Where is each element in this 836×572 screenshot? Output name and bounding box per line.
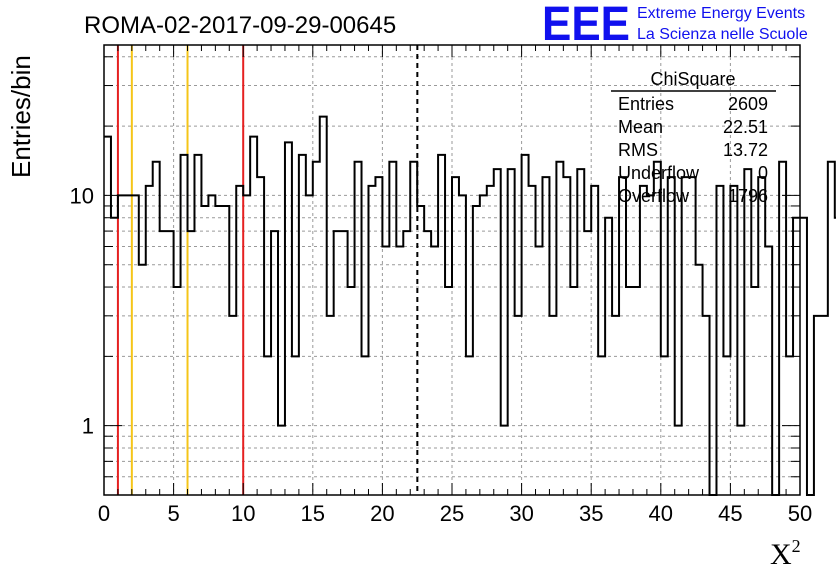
stats-row-label: Overflow	[618, 186, 690, 206]
x-tick-labels: 0 5 10 15 20 25 30 35 40 45 50	[98, 501, 812, 526]
x-axis-label-base: X	[770, 538, 792, 571]
y-tick-label: 1	[82, 414, 94, 439]
stats-row-value: 2609	[728, 94, 768, 114]
stats-title: ChiSquare	[650, 69, 735, 89]
stats-row-label: Entries	[618, 94, 674, 114]
stats-row-label: RMS	[618, 140, 658, 160]
eee-logo-line1: Extreme Energy Events	[637, 5, 805, 22]
eee-logo: EEE Extreme Energy Events La Scienza nel…	[542, 0, 808, 51]
grid-lines	[104, 45, 800, 495]
stats-row-value: 0	[758, 163, 768, 183]
stats-rows: Entries 2609 Mean 22.51 RMS 13.72 Underflow 0 Ov…	[618, 94, 768, 206]
x-tick-label: 25	[440, 501, 464, 526]
x-tick-label: 50	[788, 501, 812, 526]
x-tick-label: 20	[370, 501, 394, 526]
y-tick-label: 10	[70, 183, 94, 208]
chart-title: ROMA-02-2017-09-29-00645	[84, 12, 396, 39]
x-tick-label: 10	[231, 501, 255, 526]
stats-row-label: Underflow	[618, 163, 700, 183]
histogram-series	[104, 115, 836, 496]
axis-ticks	[103, 45, 801, 495]
x-tick-label: 0	[98, 501, 110, 526]
stats-row-value: 1796	[728, 186, 768, 206]
stats-row-label: Mean	[618, 117, 663, 137]
histogram-line	[104, 115, 836, 496]
stats-box: ChiSquare Entries 2609 Mean 22.51 RMS 13.72 Un…	[611, 69, 776, 206]
x-tick-label: 40	[649, 501, 673, 526]
y-axis-label: Entries/bin	[6, 55, 36, 178]
x-axis-label: X2	[770, 536, 801, 571]
eee-logo-line2: La Scienza nelle Scuole	[637, 26, 808, 43]
x-tick-label: 5	[167, 501, 179, 526]
x-axis-label-superscript: 2	[792, 536, 801, 556]
x-tick-label: 30	[509, 501, 533, 526]
x-tick-label: 15	[301, 501, 325, 526]
y-tick-labels: 1 10	[70, 183, 94, 438]
x-tick-label: 45	[718, 501, 742, 526]
stats-row-value: 22.51	[723, 117, 768, 137]
stats-row-value: 13.72	[723, 140, 768, 160]
eee-logo-mark: EEE	[542, 0, 630, 51]
x-tick-label: 35	[579, 501, 603, 526]
marker-lines	[116, 45, 419, 495]
